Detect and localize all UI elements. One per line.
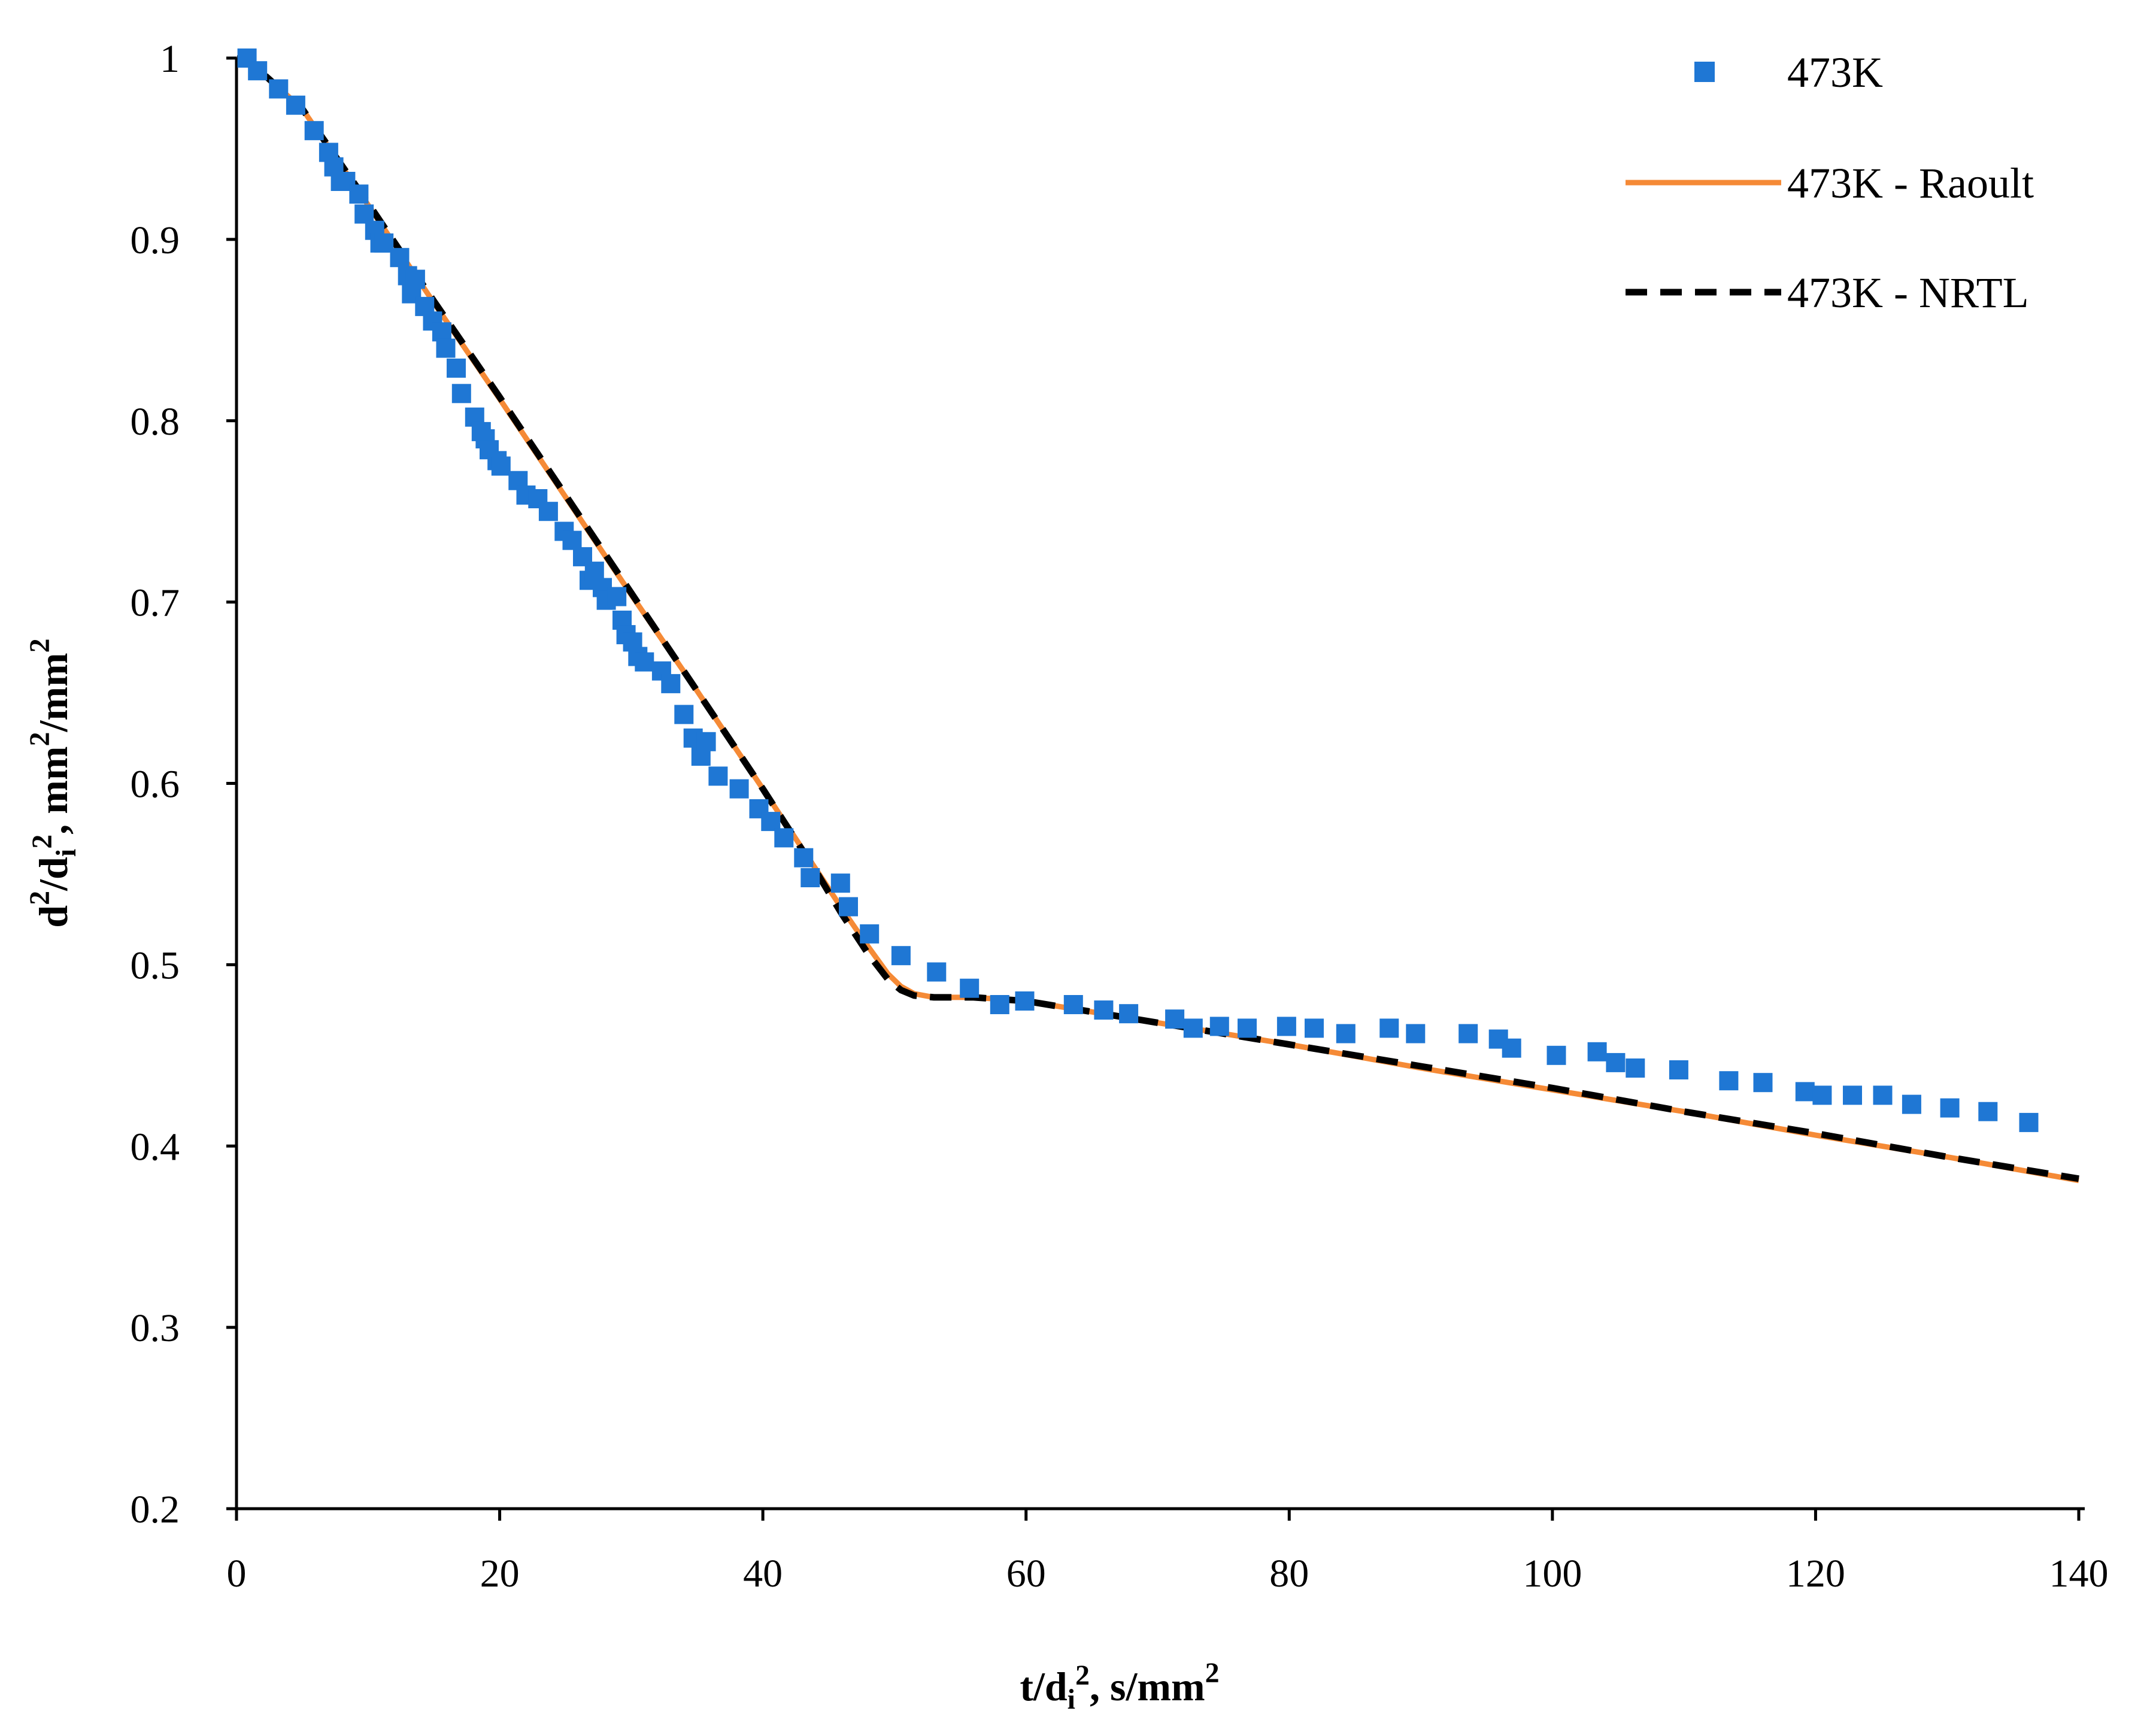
- data-point-473k: [451, 384, 471, 404]
- x-tick-label: 80: [1269, 1552, 1309, 1596]
- x-tick-label: 40: [743, 1552, 783, 1596]
- y-ticks: 0.2 0.3 0.4 0.5 0.6 0.7 0.8 0.9 1: [131, 37, 236, 1531]
- data-point-473k: [304, 121, 324, 141]
- data-point-473k: [927, 962, 947, 982]
- data-point-473k: [1063, 995, 1083, 1014]
- y-tick-label: 0.2: [131, 1488, 180, 1531]
- x-tick-label: 60: [1006, 1552, 1046, 1596]
- data-point-473k: [830, 873, 850, 893]
- nrtl-line: [235, 54, 2079, 1182]
- data-point-473k: [1305, 1018, 1324, 1038]
- data-point-473k: [1379, 1018, 1399, 1038]
- data-point-473k: [1238, 1018, 1257, 1038]
- data-point-473k: [1276, 1017, 1296, 1036]
- data-point-473k: [1902, 1094, 1921, 1114]
- data-point-473k: [1458, 1024, 1478, 1044]
- data-point-473k: [405, 269, 425, 289]
- data-point-473k: [674, 705, 694, 724]
- y-tick-label: 1: [160, 37, 180, 81]
- data-point-473k: [354, 204, 374, 224]
- legend-marker-473k: [1694, 62, 1715, 82]
- data-point-473k: [584, 562, 604, 581]
- data-point-473k: [491, 456, 511, 476]
- data-point-473k: [1626, 1058, 1645, 1078]
- x-ticks: 0 20 40 60 80 100 120 140: [227, 1509, 2109, 1596]
- data-point-473k: [729, 779, 749, 799]
- x-tick-label: 120: [1786, 1552, 1845, 1596]
- legend-label-raoult: 473K - Raoult: [1787, 159, 2034, 207]
- y-tick-label: 0.3: [131, 1306, 180, 1350]
- raoult-line: [235, 55, 2079, 1184]
- x-tick-label: 0: [227, 1552, 247, 1596]
- y-tick-label: 0.4: [131, 1125, 180, 1169]
- data-point-473k: [774, 828, 794, 848]
- data-point-473k: [1978, 1102, 1998, 1121]
- data-point-473k: [248, 61, 268, 81]
- plot-lines: [235, 54, 2079, 1184]
- data-point-473k: [286, 95, 305, 115]
- data-point-473k: [1336, 1024, 1356, 1044]
- data-point-473k: [1406, 1024, 1426, 1044]
- data-point-473k: [349, 184, 369, 204]
- data-point-473k: [1606, 1052, 1626, 1072]
- y-axis-title: d2/di2, mm2/mm2: [24, 638, 82, 927]
- data-point-473k: [1094, 1000, 1114, 1020]
- data-point-473k: [436, 338, 456, 358]
- y-tick-label: 0.7: [131, 581, 180, 625]
- data-point-473k: [432, 322, 451, 342]
- y-tick-label: 0.6: [131, 763, 180, 806]
- data-point-473k: [990, 995, 1009, 1014]
- y-tick-label: 0.9: [131, 219, 180, 262]
- legend: 473K 473K - Raoult 473K - NRTL: [1626, 48, 2034, 317]
- x-tick-label: 20: [480, 1552, 520, 1596]
- data-point-473k: [1015, 991, 1035, 1011]
- data-point-473k: [800, 868, 820, 887]
- data-point-473k: [2019, 1112, 2039, 1132]
- data-point-473k: [839, 897, 858, 917]
- plot-points: [237, 48, 2039, 1132]
- data-point-473k: [390, 248, 410, 268]
- data-point-473k: [1209, 1017, 1229, 1036]
- data-point-473k: [1165, 1009, 1185, 1029]
- y-tick-label: 0.5: [131, 944, 180, 987]
- data-point-473k: [562, 530, 582, 550]
- data-point-473k: [860, 924, 880, 944]
- data-point-473k: [1502, 1038, 1521, 1058]
- data-point-473k: [1587, 1042, 1607, 1061]
- x-axis-title: t/di2, s/mm2: [1020, 1657, 1219, 1715]
- data-point-473k: [708, 766, 728, 786]
- data-point-473k: [1669, 1060, 1688, 1079]
- data-point-473k: [1795, 1082, 1815, 1102]
- data-point-473k: [1753, 1073, 1773, 1093]
- data-point-473k: [635, 652, 654, 672]
- x-tick-label: 100: [1523, 1552, 1582, 1596]
- data-point-473k: [1812, 1085, 1832, 1105]
- data-point-473k: [1183, 1018, 1203, 1038]
- data-point-473k: [1940, 1098, 1960, 1118]
- data-point-473k: [661, 674, 681, 693]
- legend-label-nrtl: 473K - NRTL: [1787, 269, 2029, 317]
- data-point-473k: [794, 848, 814, 868]
- data-point-473k: [891, 946, 911, 966]
- legend-label-473k: 473K: [1787, 48, 1883, 96]
- x-tick-label: 140: [2049, 1552, 2109, 1596]
- data-point-473k: [538, 502, 558, 521]
- data-point-473k: [269, 79, 289, 99]
- data-point-473k: [607, 587, 627, 606]
- data-point-473k: [696, 732, 716, 751]
- data-point-473k: [1843, 1085, 1862, 1105]
- data-point-473k: [1873, 1085, 1893, 1105]
- data-point-473k: [761, 812, 781, 832]
- data-point-473k: [1547, 1045, 1566, 1065]
- data-point-473k: [960, 978, 980, 998]
- data-point-473k: [1719, 1071, 1739, 1091]
- data-point-473k: [447, 358, 466, 378]
- data-point-473k: [1119, 1004, 1139, 1024]
- y-tick-label: 0.8: [131, 400, 180, 444]
